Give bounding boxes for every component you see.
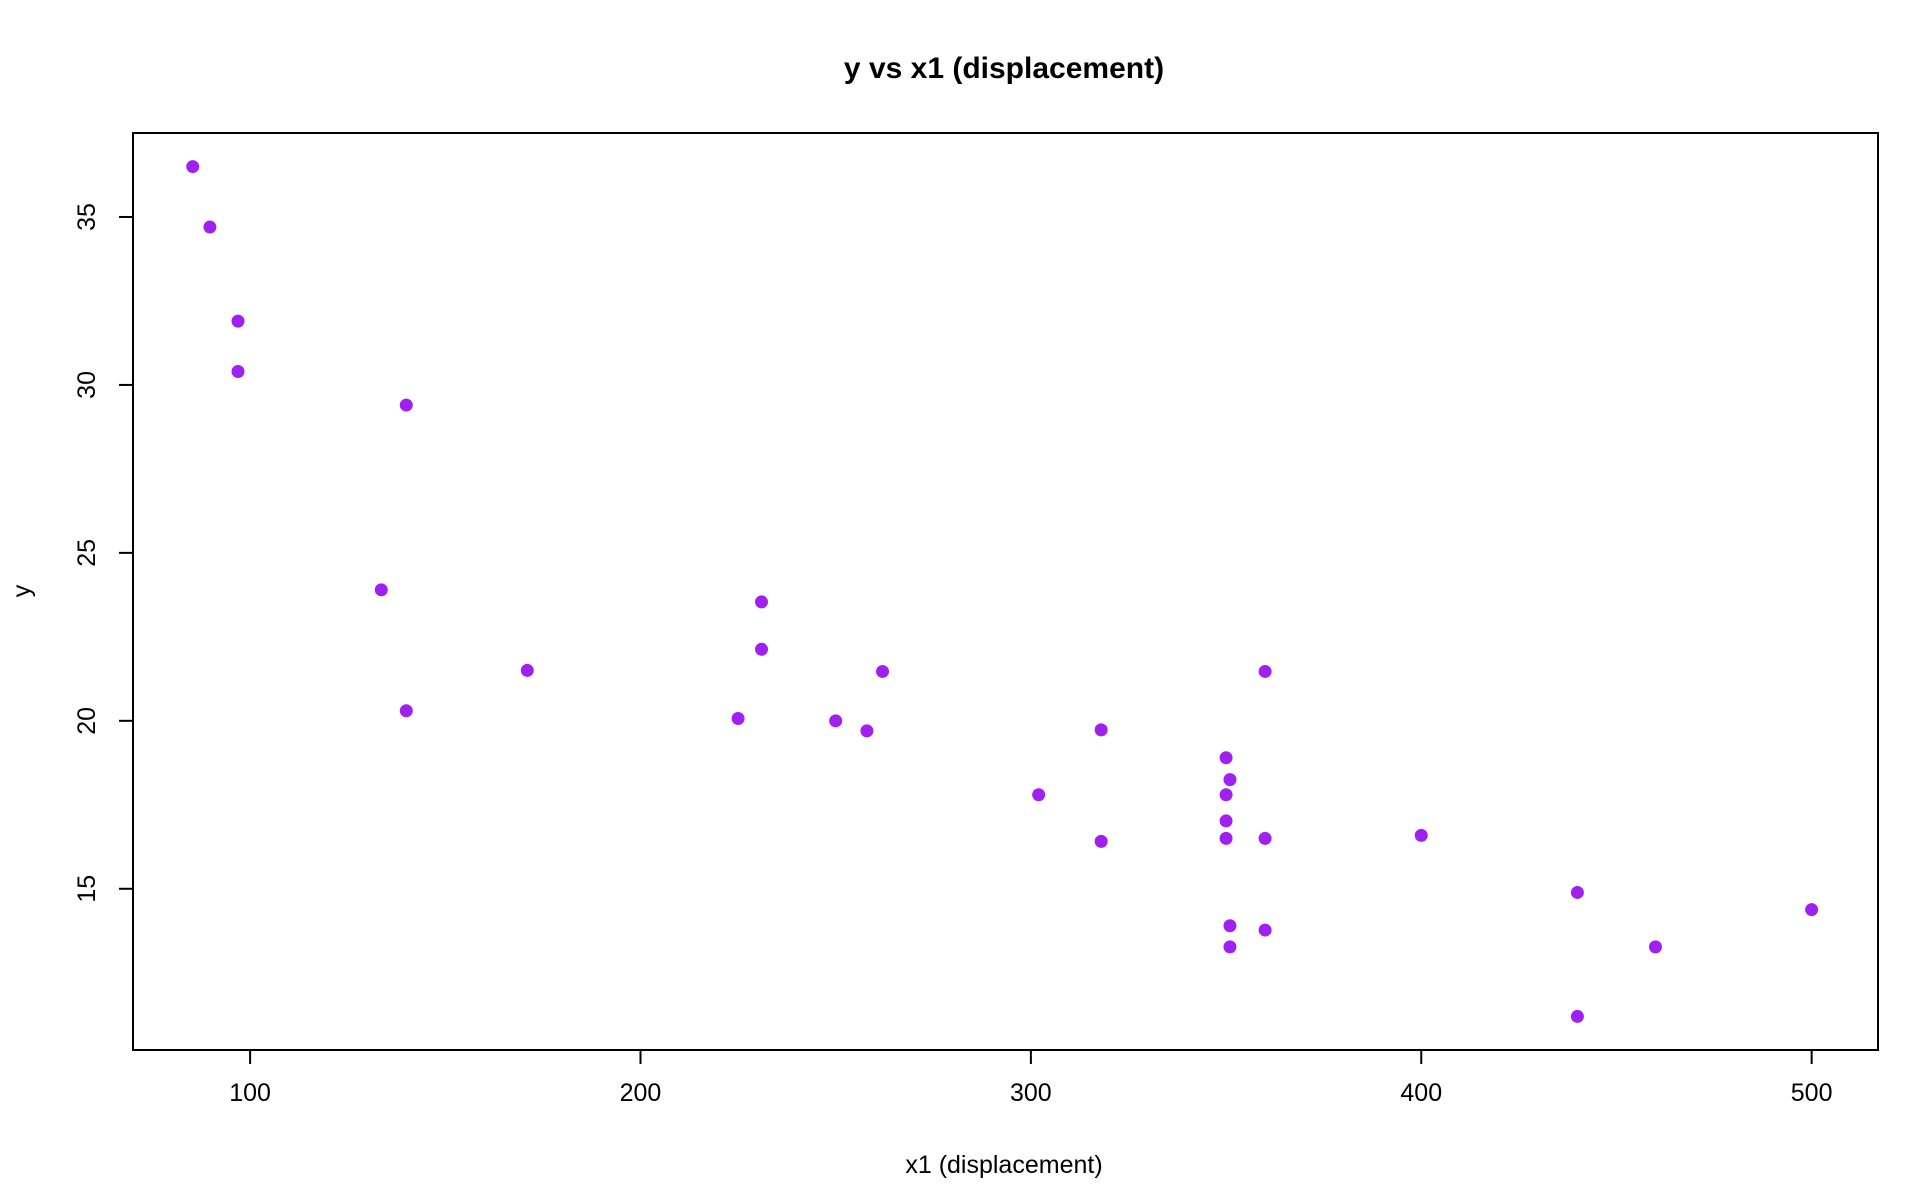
data-point	[1219, 751, 1233, 765]
data-point	[186, 160, 200, 174]
x-tick-label: 500	[1791, 1079, 1833, 1107]
y-axis-label: y	[8, 584, 36, 597]
data-point	[1094, 723, 1108, 737]
data-point	[1414, 828, 1428, 842]
data-point	[731, 711, 745, 725]
y-tick-label: 30	[73, 371, 101, 399]
x-tick-label: 300	[1010, 1079, 1052, 1107]
x-tick-label: 100	[229, 1079, 271, 1107]
x-tick-label: 400	[1400, 1079, 1442, 1107]
data-point	[231, 364, 245, 378]
data-point	[399, 704, 413, 718]
y-tick-label: 15	[73, 875, 101, 903]
data-point	[755, 642, 769, 656]
data-point	[231, 314, 245, 328]
data-point	[876, 664, 890, 678]
x-axis: 100 200 300 400 500	[229, 1049, 1833, 1107]
data-point	[1805, 903, 1819, 917]
data-points	[186, 160, 1819, 1023]
data-point	[1258, 923, 1272, 937]
data-point	[860, 724, 874, 738]
chart-title: y vs x1 (displacement)	[844, 52, 1164, 85]
data-point	[1219, 831, 1233, 845]
data-point	[1648, 940, 1662, 954]
data-point	[755, 595, 769, 609]
data-point	[1570, 885, 1584, 899]
data-point	[1258, 831, 1272, 845]
data-point	[1258, 664, 1272, 678]
y-axis: 15 20 25 30 35	[73, 203, 134, 903]
data-point	[520, 663, 534, 677]
data-point	[1570, 1009, 1584, 1023]
x-tick-label: 200	[620, 1079, 662, 1107]
data-point	[1219, 788, 1233, 802]
data-point	[399, 398, 413, 412]
data-point	[1223, 940, 1237, 954]
data-point	[1223, 773, 1237, 787]
y-tick-label: 20	[73, 707, 101, 735]
data-point	[1219, 814, 1233, 828]
data-point	[1032, 788, 1046, 802]
data-point	[829, 714, 843, 728]
data-point	[1094, 834, 1108, 848]
data-point	[374, 583, 388, 597]
y-tick-label: 25	[73, 539, 101, 567]
x-axis-label: x1 (displacement)	[905, 1151, 1102, 1179]
y-tick-label: 35	[73, 203, 101, 231]
data-point	[203, 220, 217, 234]
data-point	[1223, 919, 1237, 933]
